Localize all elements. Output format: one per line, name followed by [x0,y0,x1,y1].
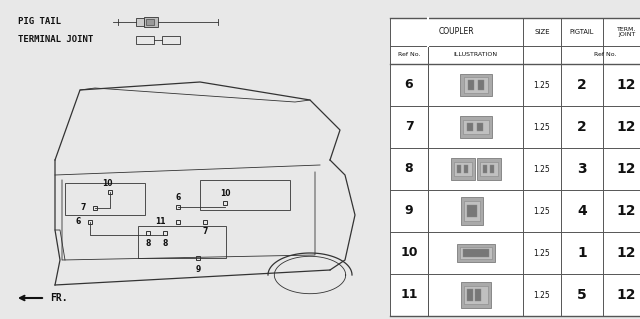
Text: TERM.
JOINT: TERM. JOINT [617,27,636,37]
Text: 2: 2 [577,120,587,134]
Text: 1.25: 1.25 [534,206,550,216]
Bar [463,249,488,257]
Text: 10: 10 [102,180,112,189]
Text: 11: 11 [155,218,165,226]
Bar [477,80,483,90]
Bar [463,286,488,304]
Text: 7: 7 [404,121,413,133]
Bar [479,162,497,176]
Bar [138,226,226,258]
Bar [463,77,488,93]
Bar [136,36,154,44]
Bar [65,183,145,215]
Text: 6: 6 [76,218,81,226]
Text: FR.: FR. [50,293,68,303]
Text: 12: 12 [617,288,636,302]
Text: 1: 1 [577,246,587,260]
Bar [467,123,472,131]
Text: 1.25: 1.25 [534,80,550,90]
Text: 1.25: 1.25 [534,165,550,174]
Text: PIGTAIL: PIGTAIL [570,29,594,35]
Text: 8: 8 [145,239,150,248]
Text: ILLUSTRATION: ILLUSTRATION [453,53,497,57]
Bar [474,289,481,301]
Text: 7: 7 [202,227,208,236]
Text: Ref No.: Ref No. [397,53,420,57]
Bar [456,165,461,173]
Bar [461,282,490,308]
Bar [461,197,483,225]
Text: Ref No.: Ref No. [595,53,617,57]
Text: 4: 4 [577,204,587,218]
Text: COUPLER: COUPLER [438,27,474,36]
Bar [146,19,154,25]
Bar [390,18,640,316]
Text: 7: 7 [80,204,86,212]
Bar [200,180,290,210]
Text: 12: 12 [617,120,636,134]
Text: 9: 9 [404,204,413,218]
Bar [460,116,492,138]
Bar [456,244,495,262]
Bar [490,165,493,173]
Text: SIZE: SIZE [534,29,550,35]
Text: PIG TAIL: PIG TAIL [18,18,61,26]
Bar [451,158,474,180]
Bar [467,80,474,90]
Text: 8: 8 [404,162,413,175]
Text: 6: 6 [404,78,413,92]
Text: 12: 12 [617,78,636,92]
Text: 1.25: 1.25 [534,249,550,257]
Bar [477,123,483,131]
Text: 8: 8 [163,239,168,248]
Text: 2: 2 [577,78,587,92]
Bar [463,120,488,134]
Text: 12: 12 [617,162,636,176]
Bar [460,247,492,259]
Text: 3: 3 [577,162,587,176]
Text: 6: 6 [175,192,180,202]
Bar [463,201,479,221]
Bar [162,36,180,44]
Text: 10: 10 [400,247,418,259]
Bar [136,18,144,26]
Bar [460,74,492,96]
Text: 11: 11 [400,288,418,301]
Bar [477,158,500,180]
Text: 1.25: 1.25 [534,291,550,300]
Bar [463,165,467,173]
Bar [454,162,472,176]
Text: 5: 5 [577,288,587,302]
Bar [483,165,486,173]
Text: 1.25: 1.25 [534,122,550,131]
Bar [144,17,158,27]
Text: 12: 12 [617,246,636,260]
Text: 12: 12 [617,204,636,218]
Bar [467,205,477,217]
Text: 9: 9 [195,265,200,275]
Bar [467,289,472,301]
Text: TERMINAL JOINT: TERMINAL JOINT [18,35,93,44]
Text: 10: 10 [220,189,230,197]
